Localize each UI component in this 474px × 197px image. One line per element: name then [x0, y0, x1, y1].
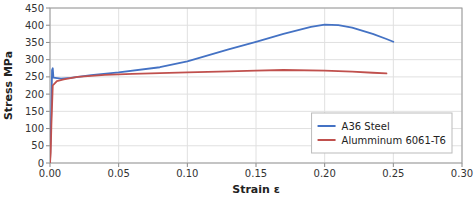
x-grid-line: [256, 8, 257, 163]
x-tick-label: 0.10: [176, 168, 198, 179]
y-tick: [46, 145, 50, 146]
y-tick-label: 400: [25, 20, 44, 31]
legend-label: Alumminum 6061-T6: [342, 135, 446, 146]
y-tick-label: 250: [25, 71, 44, 82]
y-tick-label: 200: [25, 89, 44, 100]
chart: 0.00 0.05 0.10 0.15 0.20 0.25 0.30 0 50 100 150 200…: [0, 0, 474, 197]
legend-label: A36 Steel: [342, 121, 390, 132]
y-tick: [46, 42, 50, 43]
legend-swatch: [318, 139, 336, 141]
y-tick-label: 50: [31, 140, 44, 151]
legend-swatch: [318, 125, 336, 127]
x-tick: [118, 163, 119, 167]
y-tick-label: 300: [25, 54, 44, 65]
x-tick-label: 0.00: [39, 168, 61, 179]
x-tick: [256, 163, 257, 167]
x-grid-line: [118, 8, 119, 163]
legend-box: [312, 113, 452, 153]
x-tick: [50, 163, 51, 167]
y-grid-line: [50, 25, 462, 26]
x-grid-line: [187, 8, 188, 163]
y-tick-label: 0: [38, 158, 44, 169]
plot-frame: [50, 8, 462, 163]
y-tick-label: 150: [25, 106, 44, 117]
grid: [50, 8, 462, 163]
y-axis-label: Stress MPa: [2, 51, 15, 120]
x-axis-label: Strain ε: [232, 183, 280, 196]
y-grid-line: [50, 59, 462, 60]
x-tick: [324, 163, 325, 167]
x-tick-label: 0.05: [108, 168, 130, 179]
legend: A36 Steel Alumminum 6061-T6: [312, 113, 452, 153]
y-grid-line: [50, 76, 462, 77]
x-tick-label: 0.20: [314, 168, 336, 179]
y-tick: [46, 94, 50, 95]
x-tick-label: 0.15: [245, 168, 267, 179]
y-tick: [46, 163, 50, 164]
y-tick-label: 450: [25, 3, 44, 14]
y-tick: [46, 25, 50, 26]
x-tick-label: 0.30: [451, 168, 473, 179]
y-tick: [46, 76, 50, 77]
y-grid-line: [50, 111, 462, 112]
x-tick: [393, 163, 394, 167]
x-tick-label: 0.25: [382, 168, 404, 179]
y-tick: [46, 128, 50, 129]
y-tick: [46, 59, 50, 60]
y-grid-line: [50, 94, 462, 95]
y-tick-label: 350: [25, 37, 44, 48]
y-tick-label: 100: [25, 123, 44, 134]
x-tick: [462, 163, 463, 167]
x-tick: [187, 163, 188, 167]
y-tick: [46, 8, 50, 9]
y-tick: [46, 111, 50, 112]
